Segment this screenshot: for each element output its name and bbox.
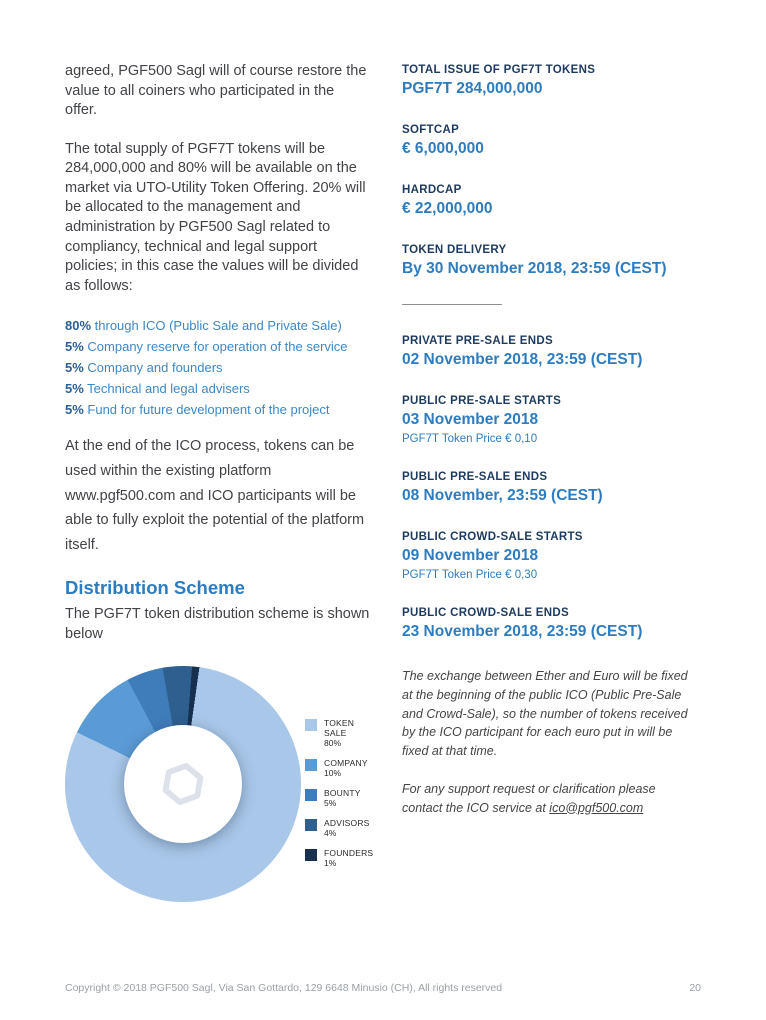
allocation-percent: 80% (65, 318, 92, 334)
allocation-percent: 5% (65, 339, 84, 355)
left-column: agreed, PGF500 Sagl will of course resto… (65, 62, 373, 916)
legend-label: COMPANY (324, 758, 368, 769)
legend-swatch (305, 849, 317, 862)
info-label: PUBLIC CROWD-SALE ENDS (402, 607, 569, 619)
info-block: PUBLIC CROWD-SALE STARTS 09 November 2018… (402, 531, 707, 581)
legend-item: COMPANY 10% (305, 758, 373, 778)
legend-value: 10% (324, 768, 342, 779)
info-note: PGF7T Token Price € 0,10 (402, 433, 538, 445)
legend-item: FOUNDERS 1% (305, 848, 373, 868)
info-label: TOTAL ISSUE OF PGF7T TOKENS (402, 64, 596, 76)
distribution-chart-area: TOKEN SALE 80% COMPANY 10% BOUNTY 5% ADVISORS 4… (65, 666, 373, 916)
paragraph-restore-value: agreed, PGF500 Sagl will of course resto… (65, 63, 367, 119)
allocation-percent: 5% (65, 360, 84, 376)
footer-page-number: 20 (689, 982, 701, 994)
info-value: 03 November 2018 (402, 411, 539, 428)
allocation-item: 5% Technical and legal advisers (65, 378, 370, 399)
info-label: PUBLIC CROWD-SALE STARTS (402, 531, 583, 543)
paragraph-ico-process: At the end of the ICO process, tokens ca… (65, 438, 365, 553)
legend-value: 80% (324, 738, 342, 749)
info-value: 23 November 2018, 23:59 (CEST) (402, 623, 643, 640)
footer-copyright: Copyright © 2018 PGF500 Sagl, Via San Go… (65, 982, 503, 994)
legend-item: BOUNTY 5% (305, 788, 373, 808)
info-block: PUBLIC PRE-SALE ENDS 08 November, 23:59 (… (402, 471, 707, 505)
page-footer: Copyright © 2018 PGF500 Sagl, Via San Go… (65, 982, 701, 994)
legend-label: ADVISORS (324, 818, 370, 829)
allocation-item: 5% Fund for future development of the pr… (65, 399, 370, 420)
allocation-text: Company reserve for operation of the ser… (83, 339, 348, 355)
support-email-link[interactable]: ico@pgf500.com (549, 800, 644, 815)
allocation-item: 5% Company and founders (65, 357, 370, 378)
info-block: SOFTCAP € 6,000,000 (402, 124, 707, 158)
allocation-percent: 5% (65, 402, 84, 418)
info-value: 02 November 2018, 23:59 (CEST) (402, 351, 643, 368)
info-label: TOKEN DELIVERY (402, 244, 507, 256)
section-divider (402, 304, 502, 305)
info-value: PGF7T 284,000,000 (402, 80, 543, 97)
info-value: 09 November 2018 (402, 547, 539, 564)
right-column: TOTAL ISSUE OF PGF7T TOKENS PGF7T 284,000… (402, 64, 707, 836)
legend-item: TOKEN SALE 80% (305, 718, 373, 748)
allocation-text: through ICO (Public Sale and Private Sal… (91, 318, 342, 334)
info-block: HARDCAP € 22,000,000 (402, 184, 707, 218)
info-value: 08 November, 23:59 (CEST) (402, 487, 603, 504)
info-block: PRIVATE PRE-SALE ENDS 02 November 2018, 2… (402, 335, 707, 369)
info-value: By 30 November 2018, 23:59 (CEST) (402, 260, 667, 277)
legend-swatch (305, 819, 317, 832)
legend-value: 4% (324, 828, 337, 839)
legend-swatch (305, 719, 317, 732)
info-value: € 22,000,000 (402, 200, 493, 217)
info-value: € 6,000,000 (402, 140, 484, 157)
allocation-percent: 5% (65, 381, 84, 397)
legend-swatch (305, 789, 317, 802)
pgf500-logo-icon (162, 763, 204, 806)
chart-legend: TOKEN SALE 80% COMPANY 10% BOUNTY 5% ADVISORS 4… (305, 718, 373, 878)
info-block: TOTAL ISSUE OF PGF7T TOKENS PGF7T 284,000… (402, 64, 707, 98)
info-label: PUBLIC PRE-SALE STARTS (402, 395, 562, 407)
section-heading-distribution-scheme: Distribution Scheme (65, 576, 245, 598)
allocation-text: Fund for future development of the proje… (83, 402, 330, 418)
info-label: PRIVATE PRE-SALE ENDS (402, 335, 553, 347)
donut-hole (124, 725, 242, 844)
legend-label: FOUNDERS (324, 848, 374, 859)
allocation-item: 5% Company reserve for operation of the … (65, 336, 370, 357)
info-label: HARDCAP (402, 184, 462, 196)
info-block: TOKEN DELIVERY By 30 November 2018, 23:59… (402, 244, 707, 278)
info-block: PUBLIC CROWD-SALE ENDS 23 November 2018, … (402, 607, 707, 641)
legend-item: ADVISORS 4% (305, 818, 373, 838)
legend-swatch (305, 759, 317, 772)
support-note-text: For any support request or clarification… (402, 781, 656, 815)
info-label: SOFTCAP (402, 124, 460, 136)
allocation-text: Company and founders (83, 360, 223, 376)
distribution-scheme-subtext: The PGF7T token distribution scheme is s… (65, 605, 370, 642)
support-note: For any support request or clarification… (402, 780, 692, 818)
info-note: PGF7T Token Price € 0,30 (402, 569, 538, 581)
info-block: PUBLIC PRE-SALE STARTS 03 November 2018 PG… (402, 395, 707, 445)
legend-value: 5% (324, 798, 337, 809)
sale-schedule-list: PRIVATE PRE-SALE ENDS 02 November 2018, 2… (402, 335, 707, 641)
info-label: PUBLIC PRE-SALE ENDS (402, 471, 548, 483)
allocation-list: 80% through ICO (Public Sale and Private… (65, 315, 370, 420)
allocation-text: Technical and legal advisers (83, 381, 250, 397)
exchange-rate-note: The exchange between Ether and Euro will… (402, 669, 688, 758)
token-info-list: TOTAL ISSUE OF PGF7T TOKENS PGF7T 284,000… (402, 64, 707, 278)
legend-label: TOKEN SALE (324, 718, 355, 739)
allocation-item: 80% through ICO (Public Sale and Private… (65, 315, 370, 336)
paragraph-total-supply: The total supply of PGF7T tokens will be… (65, 140, 366, 294)
legend-label: BOUNTY (324, 788, 361, 799)
donut-chart (65, 666, 301, 903)
legend-value: 1% (324, 858, 337, 869)
